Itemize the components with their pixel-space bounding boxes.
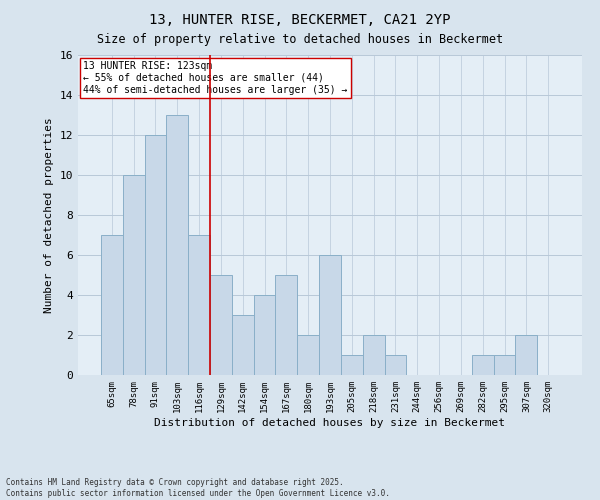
Text: 13 HUNTER RISE: 123sqm
← 55% of detached houses are smaller (44)
44% of semi-det: 13 HUNTER RISE: 123sqm ← 55% of detached…: [83, 62, 347, 94]
Bar: [297, 335, 319, 375]
Bar: [123, 175, 145, 375]
Bar: [101, 235, 123, 375]
X-axis label: Distribution of detached houses by size in Beckermet: Distribution of detached houses by size …: [155, 418, 505, 428]
Bar: [254, 295, 275, 375]
Text: 13, HUNTER RISE, BECKERMET, CA21 2YP: 13, HUNTER RISE, BECKERMET, CA21 2YP: [149, 12, 451, 26]
Bar: [188, 235, 210, 375]
Text: Size of property relative to detached houses in Beckermet: Size of property relative to detached ho…: [97, 32, 503, 46]
Bar: [472, 355, 494, 375]
Bar: [166, 115, 188, 375]
Bar: [385, 355, 406, 375]
Text: Contains HM Land Registry data © Crown copyright and database right 2025.
Contai: Contains HM Land Registry data © Crown c…: [6, 478, 390, 498]
Bar: [145, 135, 166, 375]
Bar: [275, 275, 297, 375]
Bar: [232, 315, 254, 375]
Bar: [341, 355, 363, 375]
Bar: [319, 255, 341, 375]
Bar: [210, 275, 232, 375]
Bar: [494, 355, 515, 375]
Bar: [515, 335, 537, 375]
Bar: [363, 335, 385, 375]
Y-axis label: Number of detached properties: Number of detached properties: [44, 117, 54, 313]
